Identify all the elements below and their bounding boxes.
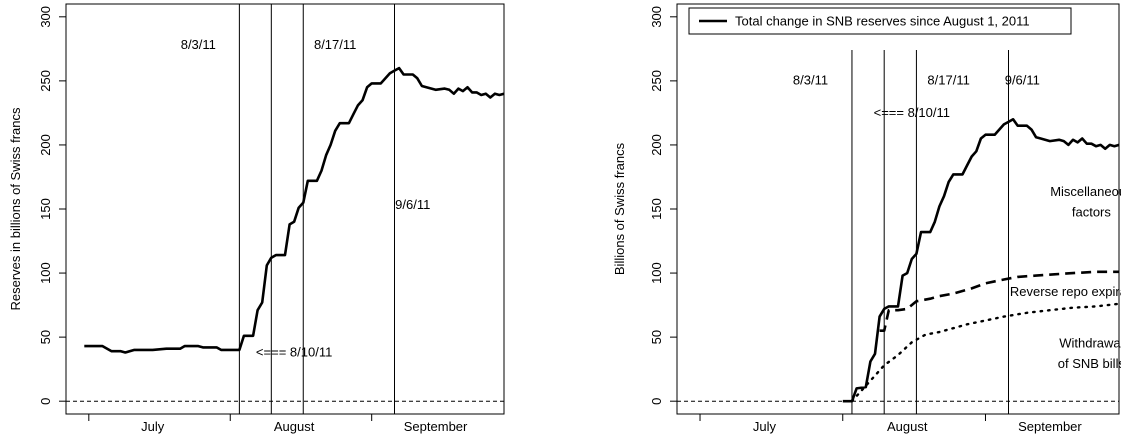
y-tick-label: 150 [38,198,53,220]
y-axis-title: Billions of Swiss francs [612,142,627,275]
annotation-label: 9/6/11 [1005,73,1040,88]
series-line-3 [850,302,1121,403]
annotation-label: 8/3/11 [181,37,216,52]
y-tick-label: 250 [38,70,53,92]
y-tick-label: 150 [649,198,664,220]
annotation-label: Reverse repo expirations [1010,284,1121,299]
annotation-label: Miscellaneous [1050,184,1121,199]
series-line-2 [879,270,1119,332]
series-line-1 [84,66,505,354]
legend-box [688,7,1072,35]
chart-2: 0 50 100 150 200 250 300 July August September Bil… [612,3,1121,434]
annotation-label: <=== 8/10/11 [256,344,332,359]
x-tick-label: July [141,419,165,434]
y-tick-label: 200 [38,134,53,156]
y-tick-label: 300 [38,6,53,28]
annotation-label: 9/6/11 [395,197,430,212]
y-tick-label: 0 [649,398,664,405]
x-tick-label: July [753,419,777,434]
annotation-label: Withdrawal [1059,335,1121,350]
annotation-label: factors [1072,205,1112,220]
x-tick-label: August [274,419,315,434]
y-tick-label: 100 [38,262,53,284]
y-tick-label: 250 [649,70,664,92]
x-tick-label: August [887,419,928,434]
legend: Total change in SNB reserves since Augus… [688,7,1072,35]
x-tick-label: September [1018,419,1082,434]
chart-1: 0 50 100 150 200 250 300 July August September Res… [8,3,505,434]
annotation-label: 8/17/11 [314,37,356,52]
annotation-label: of SNB bills [1058,356,1121,371]
legend-label: Total change in SNB reserves since Augus… [735,14,1030,29]
y-tick-label: 50 [38,330,53,344]
annotation-label: 8/3/11 [793,73,828,88]
y-tick-label: 300 [649,6,664,28]
annotation-label: <=== 8/10/11 [874,105,950,120]
y-tick-label: 100 [649,262,664,284]
series-line-1 [842,118,1120,403]
y-tick-label: 200 [649,134,664,156]
plot-frame [676,3,1120,415]
y-tick-label: 50 [649,330,664,344]
y-axis-title: Reserves in billions of Swiss francs [8,107,23,311]
annotation-label: 8/17/11 [927,73,969,88]
x-tick-label: September [404,419,468,434]
y-tick-label: 0 [38,398,53,405]
